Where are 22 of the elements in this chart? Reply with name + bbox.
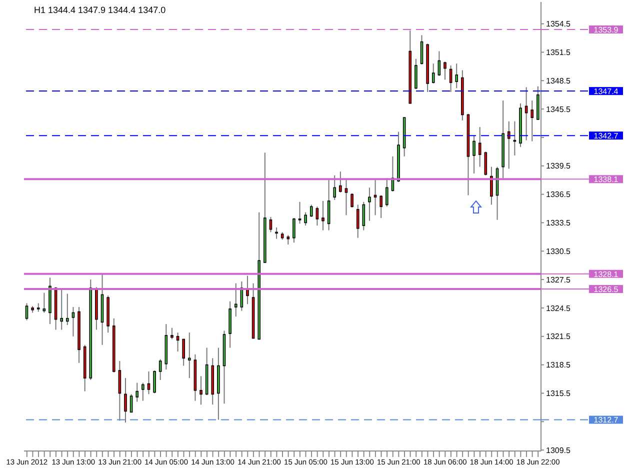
ref-line-label: 1347.4 xyxy=(594,87,619,96)
y-tick-label: 1309.5 xyxy=(546,446,572,455)
y-tick-label: 1336.5 xyxy=(546,190,572,200)
ref-line-label: 1353.9 xyxy=(594,25,619,34)
ref-line-label: 1342.7 xyxy=(594,132,619,141)
y-tick-label: 1330.5 xyxy=(546,246,572,256)
chart-title: H1 1344.4 1347.9 1344.4 1347.0 xyxy=(34,5,166,15)
y-tick-label: 1324.5 xyxy=(546,304,572,313)
ref-line-label: 1328.1 xyxy=(594,270,619,279)
y-tick-label: 1315.5 xyxy=(546,389,572,398)
y-tick-label: 1354.5 xyxy=(546,20,572,29)
y-tick-label: 1348.5 xyxy=(546,76,572,86)
y-tick-label: 1318.5 xyxy=(546,360,572,370)
y-tick-label: 1339.5 xyxy=(546,162,572,171)
ref-line-label: 1312.7 xyxy=(594,416,619,425)
y-tick-label: 1345.5 xyxy=(546,104,572,114)
y-tick-label: 1351.5 xyxy=(546,48,572,58)
y-tick-label: 1321.5 xyxy=(546,332,572,342)
ref-line-label: 1338.1 xyxy=(594,175,619,184)
ref-line-label: 1326.5 xyxy=(594,285,619,294)
y-tick-label: 1327.5 xyxy=(546,275,572,284)
y-tick-label: 1333.5 xyxy=(546,218,572,228)
